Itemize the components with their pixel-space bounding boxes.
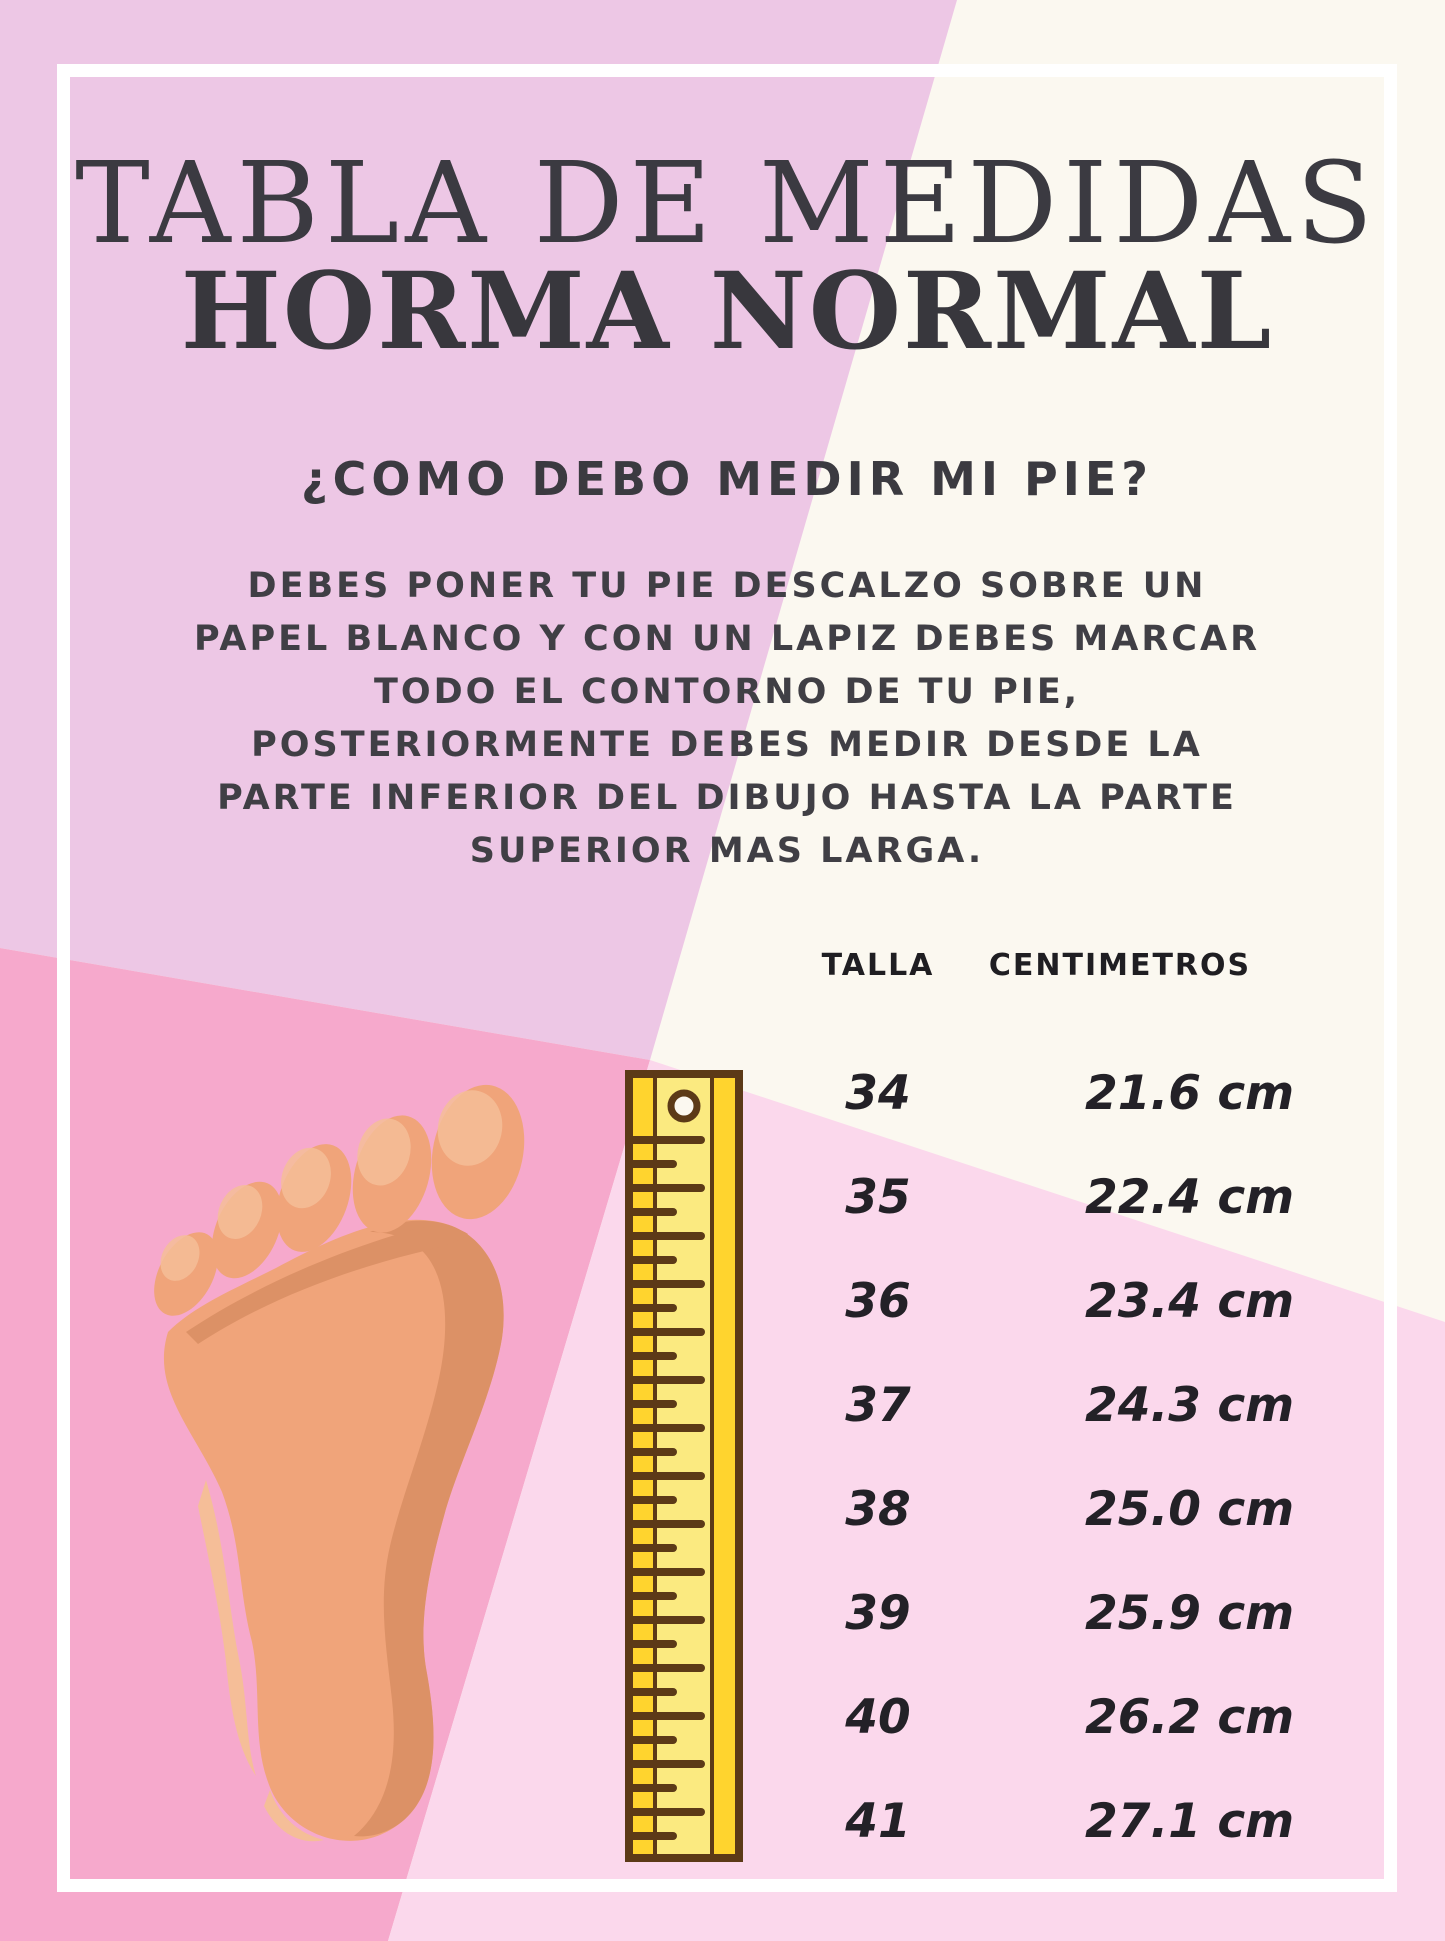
question-heading: ¿COMO DEBO MEDIR MI PIE? <box>300 452 1153 506</box>
instructions-line: TODO EL CONTORNO DE TU PIE, <box>373 672 1081 712</box>
table-row: 41 27.1 cm <box>0 1789 1445 1855</box>
size-value: 35 <box>845 1170 911 1225</box>
poster-title: TABLA DE MEDIDAS <box>75 139 1379 269</box>
table-row: 39 25.9 cm <box>0 1581 1445 1647</box>
instructions-line: DEBES PONER TU PIE DESCALZO SOBRE UN <box>247 566 1207 606</box>
cm-value: 25.0 cm <box>1085 1482 1295 1537</box>
column-header-centimetros: CENTIMETROS <box>988 948 1252 983</box>
cm-value: 21.6 cm <box>1085 1066 1295 1121</box>
instructions-line: SUPERIOR MAS LARGA. <box>469 831 985 871</box>
table-row: 40 26.2 cm <box>0 1685 1445 1751</box>
border-frame <box>57 64 1397 1892</box>
instructions-line: PARTE INFERIOR DEL DIBUJO HASTA LA PARTE <box>217 778 1237 818</box>
cm-value: 25.9 cm <box>1085 1586 1295 1641</box>
table-row: 37 24.3 cm <box>0 1373 1445 1439</box>
size-value: 34 <box>845 1066 911 1121</box>
table-row: 36 23.4 cm <box>0 1269 1445 1335</box>
size-value: 40 <box>845 1690 911 1745</box>
bg-mauve-block <box>0 0 957 1060</box>
cm-value: 26.2 cm <box>1085 1690 1295 1745</box>
table-row: 35 22.4 cm <box>0 1165 1445 1231</box>
ruler-ticks <box>629 1136 705 1840</box>
size-value: 36 <box>845 1274 911 1329</box>
size-value: 38 <box>845 1482 911 1537</box>
poster-subtitle: HORMA NORMAL <box>180 248 1274 373</box>
instructions-line: POSTERIORMENTE DEBES MEDIR DESDE LA <box>251 725 1203 765</box>
size-value: 41 <box>845 1794 911 1849</box>
instructions-line: PAPEL BLANCO Y CON UN LAPIZ DEBES MARCAR <box>193 619 1261 659</box>
ruler-illustration <box>625 1070 743 1862</box>
cm-value: 23.4 cm <box>1085 1274 1295 1329</box>
instructions-text: DEBES PONER TU PIE DESCALZO SOBRE UN PAP… <box>57 560 1397 878</box>
cm-value: 27.1 cm <box>1085 1794 1295 1849</box>
cm-value: 24.3 cm <box>1085 1378 1295 1433</box>
cm-value: 22.4 cm <box>1085 1170 1295 1225</box>
table-row: 34 21.6 cm <box>0 1061 1445 1127</box>
table-row: 38 25.0 cm <box>0 1477 1445 1543</box>
ruler-hole <box>667 1089 701 1123</box>
size-value: 39 <box>845 1586 911 1641</box>
column-header-talla: TALLA <box>821 948 935 983</box>
size-value: 37 <box>845 1378 911 1433</box>
foot-illustration <box>154 1084 525 1842</box>
